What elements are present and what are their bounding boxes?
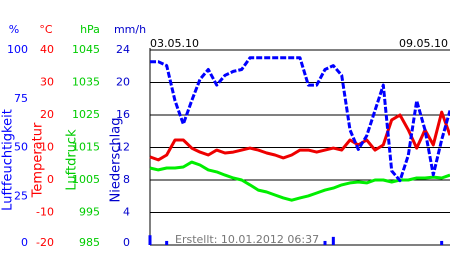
axis-unit: hPa <box>80 23 100 36</box>
start-date: 03.05.10 <box>150 37 199 50</box>
y-tick-label: 25 <box>14 189 28 202</box>
y-tick-label: 985 <box>79 236 100 249</box>
series-line <box>149 110 450 162</box>
y-tick-label: 995 <box>79 206 100 219</box>
precip-bar <box>440 240 444 245</box>
y-tick-label: 1005 <box>72 173 100 186</box>
axis-unit: °C <box>39 23 53 36</box>
precip-bar <box>323 240 327 245</box>
axis-title: Luftfeuchtigkeit <box>1 109 16 211</box>
y-tick-label: 12 <box>116 141 130 154</box>
y-tick-label: 1025 <box>72 108 100 121</box>
end-date: 09.05.10 <box>399 37 448 50</box>
y-tick-label: 8 <box>123 173 130 186</box>
y-tick-label: 10 <box>40 141 54 154</box>
axis-unit: % <box>9 23 19 36</box>
precip-bar <box>331 236 335 245</box>
y-tick-label: 0 <box>47 173 54 186</box>
created-label: Erstellt: 10.01.2012 06:37 <box>175 233 319 246</box>
y-tick-label: 20 <box>40 108 54 121</box>
y-tick-label: 75 <box>14 92 28 105</box>
precip-bar <box>165 240 169 245</box>
y-tick-label: 30 <box>40 76 54 89</box>
y-tick-label: 4 <box>123 206 130 219</box>
axis-title: Niederschlag <box>109 118 124 203</box>
precip-bar <box>148 235 152 245</box>
y-tick-label: 20 <box>116 76 130 89</box>
y-tick-label: 50 <box>14 141 28 154</box>
series-line <box>150 56 450 183</box>
axis-unit: mm/h <box>114 23 146 36</box>
y-tick-label: -20 <box>36 236 54 249</box>
y-tick-label: 1035 <box>72 76 100 89</box>
y-tick-label: 1045 <box>72 43 100 56</box>
y-tick-label: 0 <box>21 236 28 249</box>
y-tick-label: 16 <box>116 108 130 121</box>
axis-title: Temperatur <box>31 122 46 198</box>
y-tick-label: 40 <box>40 43 54 56</box>
y-tick-label: 1015 <box>72 141 100 154</box>
y-tick-label: 24 <box>116 43 130 56</box>
y-tick-label: 0 <box>123 236 130 249</box>
axis-title: Luftdruck <box>65 129 80 191</box>
y-tick-label: -10 <box>36 206 54 219</box>
y-tick-label: 100 <box>7 43 28 56</box>
